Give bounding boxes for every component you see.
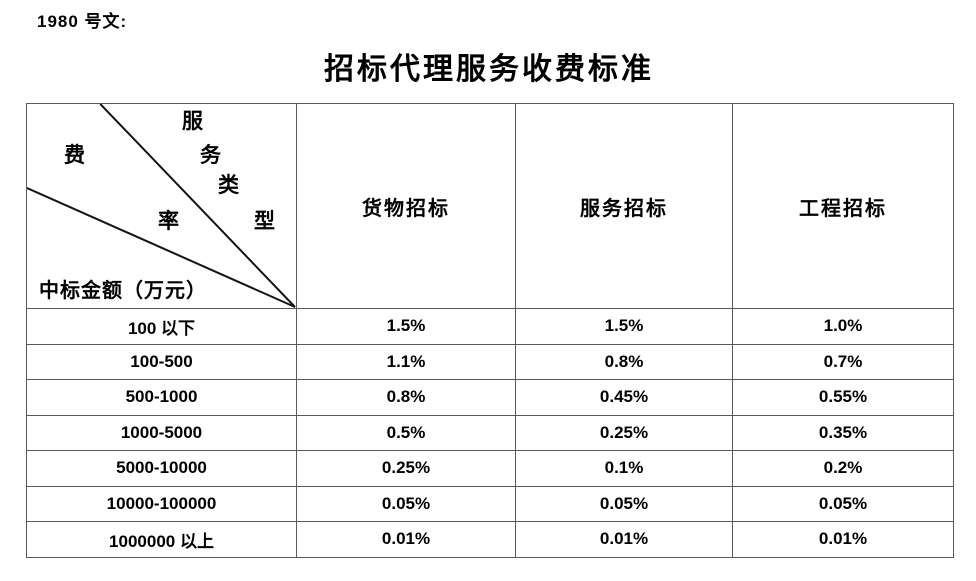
corner-amount-label: 中标金额（万元） — [39, 280, 207, 302]
table-row: 100-500 1.1% 0.8% 0.7% — [26, 343, 954, 380]
rate-cell: 0.7% — [732, 343, 954, 380]
rate-cell: 0.05% — [732, 485, 954, 522]
table-row: 1000-5000 0.5% 0.25% 0.35% — [26, 414, 954, 451]
rate-cell: 0.25% — [515, 414, 733, 451]
table-row: 1000000 以上 0.01% 0.01% 0.01% — [26, 521, 954, 558]
row-label: 100-500 — [26, 343, 297, 380]
corner-char-service-1: 服 — [182, 109, 203, 133]
rate-cell: 0.01% — [515, 521, 733, 558]
corner-char-service-4: 型 — [254, 209, 275, 233]
row-label: 5000-10000 — [26, 450, 297, 487]
diagonal-corner-cell: 服 务 类 型 费 率 中标金额（万元） — [26, 103, 297, 309]
column-header-goods: 货物招标 — [296, 103, 516, 309]
rate-cell: 1.0% — [732, 308, 954, 345]
row-label: 500-1000 — [26, 379, 297, 416]
row-label: 10000-100000 — [26, 485, 297, 522]
rate-cell: 0.1% — [515, 450, 733, 487]
corner-char-rate-2: 率 — [158, 209, 179, 233]
rate-cell: 0.05% — [296, 485, 516, 522]
rate-cell: 1.1% — [296, 343, 516, 380]
table-header-row: 服 务 类 型 费 率 中标金额（万元） 货物招标 服务招标 工程招标 — [26, 103, 954, 309]
rate-cell: 0.01% — [732, 521, 954, 558]
rate-cell: 0.45% — [515, 379, 733, 416]
rate-cell: 0.8% — [515, 343, 733, 380]
table-row: 10000-100000 0.05% 0.05% 0.05% — [26, 485, 954, 522]
rate-cell: 1.5% — [515, 308, 733, 345]
rate-cell: 0.2% — [732, 450, 954, 487]
diagonal-corner-inner: 服 务 类 型 费 率 中标金额（万元） — [27, 104, 296, 308]
column-header-engineering: 工程招标 — [732, 103, 954, 309]
doc-reference: 1980 号文: — [37, 12, 128, 31]
rate-cell: 0.8% — [296, 379, 516, 416]
row-label: 1000000 以上 — [26, 521, 297, 558]
row-label: 100 以下 — [26, 308, 297, 345]
rate-cell: 0.35% — [732, 414, 954, 451]
row-label: 1000-5000 — [26, 414, 297, 451]
rate-cell: 0.55% — [732, 379, 954, 416]
table-row: 5000-10000 0.25% 0.1% 0.2% — [26, 450, 954, 487]
corner-char-service-2: 务 — [200, 143, 221, 167]
fee-table: 服 务 类 型 费 率 中标金额（万元） 货物招标 服务招标 工程招标 100 … — [26, 103, 954, 558]
diagonal-lines — [27, 104, 296, 308]
page-title: 招标代理服务收费标准 — [324, 53, 654, 86]
table-row: 100 以下 1.5% 1.5% 1.0% — [26, 308, 954, 345]
column-header-service: 服务招标 — [515, 103, 733, 309]
rate-cell: 0.25% — [296, 450, 516, 487]
table-row: 500-1000 0.8% 0.45% 0.55% — [26, 379, 954, 416]
corner-char-service-3: 类 — [218, 173, 239, 197]
rate-cell: 0.01% — [296, 521, 516, 558]
rate-cell: 0.05% — [515, 485, 733, 522]
rate-cell: 0.5% — [296, 414, 516, 451]
corner-char-rate-1: 费 — [64, 143, 85, 167]
rate-cell: 1.5% — [296, 308, 516, 345]
